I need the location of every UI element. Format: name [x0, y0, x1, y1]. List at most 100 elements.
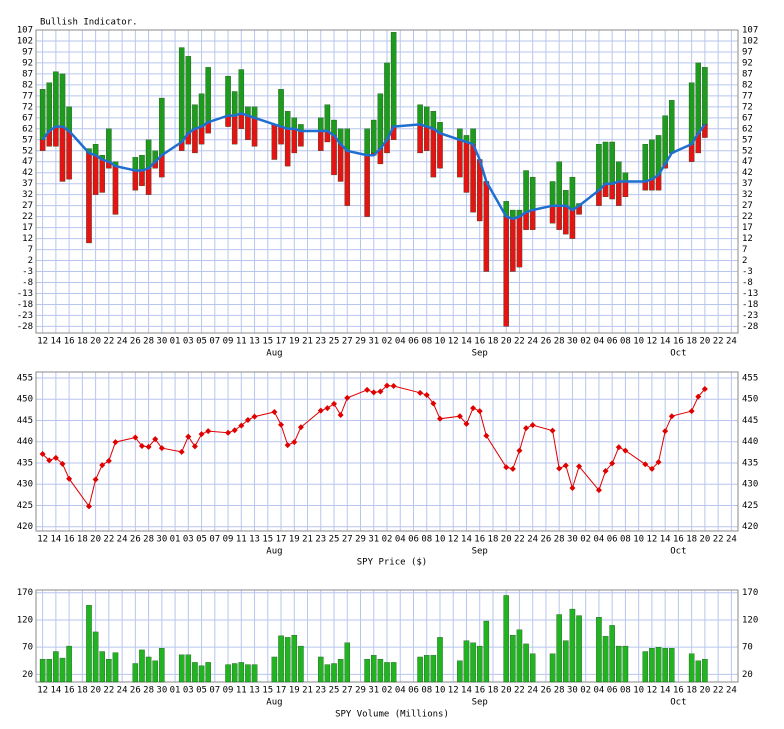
x-tick-label: 04 [594, 686, 605, 696]
bar [192, 662, 198, 683]
bar [139, 155, 145, 171]
point [417, 389, 424, 396]
y-tick-label: 2 [28, 256, 33, 266]
point [337, 411, 344, 418]
x-tick-label: 28 [143, 535, 154, 545]
point [198, 431, 205, 438]
x-tick-label: 31 [368, 686, 379, 696]
bar [298, 645, 304, 683]
x-tick-label: 24 [726, 686, 737, 696]
bar [642, 651, 649, 683]
bar [284, 128, 291, 167]
x-tick-label: 13 [249, 337, 260, 347]
bar [457, 660, 463, 683]
bar [510, 635, 516, 683]
x-tick-label: 18 [686, 686, 697, 696]
y-tick-label: 22 [22, 212, 33, 222]
bar [609, 183, 615, 200]
bar [99, 159, 105, 193]
point [59, 460, 66, 467]
x-tick-label: 06 [607, 535, 618, 545]
y-tick-label: -3 [22, 267, 33, 277]
y-tick-label-right: 12 [742, 234, 753, 244]
x-tick-label: 24 [726, 535, 737, 545]
y-tick-label: 12 [22, 234, 33, 244]
x-tick-label: 30 [156, 337, 167, 347]
point [503, 464, 510, 471]
point [112, 439, 119, 446]
y-tick-label-right: 57 [742, 135, 753, 145]
x-tick-label: 12 [646, 686, 657, 696]
x-tick-label: 18 [488, 535, 499, 545]
y-tick-label: 52 [22, 146, 33, 156]
x-tick-label: 25 [329, 535, 340, 545]
bar [344, 642, 351, 683]
bar [231, 91, 238, 116]
x-tick-label: 18 [77, 686, 88, 696]
point [251, 413, 258, 420]
point [178, 448, 185, 455]
point [688, 408, 695, 415]
x-tick-label: 12 [37, 535, 48, 545]
y-tick-label: -8 [22, 278, 33, 288]
point [99, 462, 106, 469]
x-tick-label: 18 [686, 337, 697, 347]
y-tick-label-right: 102 [742, 36, 758, 46]
x-tick-label: 27 [342, 686, 353, 696]
x-tick-label: 22 [713, 337, 724, 347]
point [701, 386, 708, 393]
point [66, 475, 73, 482]
x-tick-label: 19 [289, 535, 300, 545]
point [191, 443, 198, 450]
bar [609, 625, 615, 683]
bar [324, 664, 331, 683]
x-tick-label: 16 [673, 535, 684, 545]
bar [139, 649, 145, 683]
x-tick-label: 23 [315, 337, 326, 347]
x-tick-label: 20 [501, 686, 512, 696]
bar [198, 126, 205, 145]
x-tick-label: 24 [117, 686, 128, 696]
x-tick-label: 06 [408, 535, 419, 545]
bar [145, 168, 152, 195]
y-tick-label-right: 47 [742, 157, 753, 167]
bar [417, 124, 423, 154]
point [39, 451, 46, 458]
bar [616, 161, 622, 182]
bar [556, 161, 562, 206]
x-tick-label: 30 [567, 535, 578, 545]
y-tick-label-right: -28 [742, 322, 758, 332]
bar [278, 635, 284, 683]
bar [238, 69, 245, 114]
bar [192, 128, 198, 154]
x-tick-label: 26 [541, 337, 552, 347]
x-tick-label: 15 [262, 535, 273, 545]
x-tick-label: 20 [699, 337, 710, 347]
bar [655, 135, 662, 176]
bar [529, 653, 536, 683]
bar [53, 651, 59, 683]
x-tick-label: 16 [474, 686, 485, 696]
x-tick-label: 02 [382, 686, 393, 696]
bar [344, 150, 351, 206]
bar [59, 657, 66, 683]
y-tick-label-right: 420 [742, 522, 758, 532]
bar [437, 133, 443, 169]
y-tick-label-right: -18 [742, 300, 758, 310]
bar [318, 656, 324, 683]
x-tick-label: 16 [673, 686, 684, 696]
bar [284, 111, 291, 129]
y-tick-label-right: -3 [742, 267, 753, 277]
x-tick-label: 12 [448, 337, 459, 347]
x-tick-label: 22 [103, 337, 114, 347]
month-label: Sep [472, 547, 488, 557]
x-tick-label: 02 [382, 535, 393, 545]
x-tick-label: 14 [461, 535, 472, 545]
bar [251, 664, 258, 683]
bar [390, 32, 397, 127]
point [436, 415, 443, 422]
bar [66, 645, 72, 683]
bar [569, 209, 576, 239]
y-tick-label: 420 [17, 522, 33, 532]
x-tick-label: 13 [249, 686, 260, 696]
